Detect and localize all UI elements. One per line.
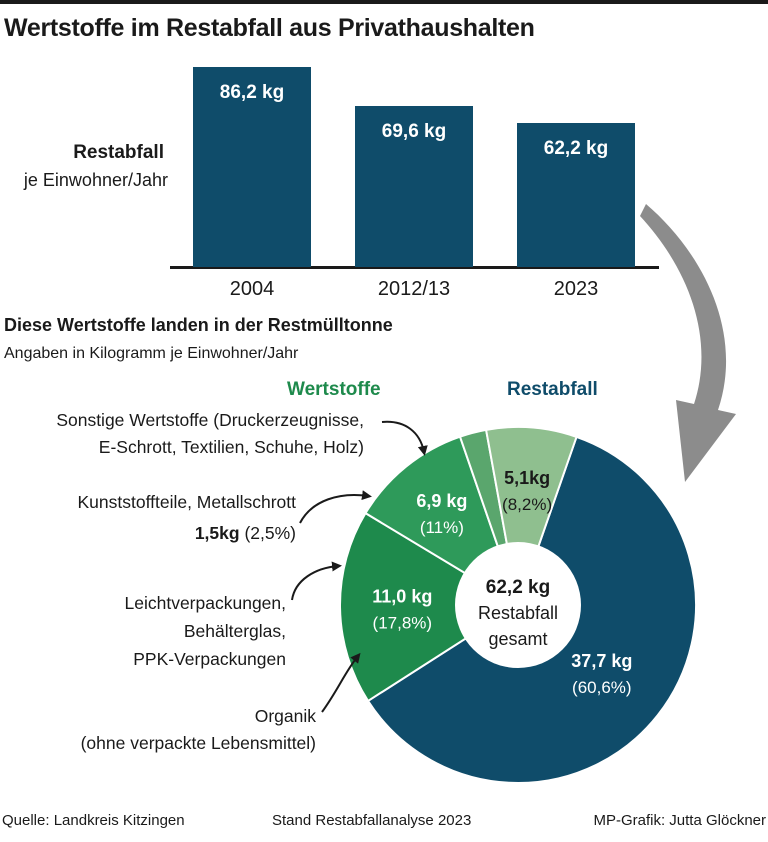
bar-ylabel-bold: Restabfall (73, 142, 164, 163)
pie-percent-label-4: (8,2%) (502, 495, 552, 514)
pie-percent-label-2: (11%) (420, 518, 464, 537)
callout-arrow-leicht (291, 561, 342, 601)
pie-percent-label-1: (17,8%) (373, 614, 433, 633)
footer-source: Quelle: Landkreis Kitzingen (2, 812, 185, 829)
cat-kunst-values: 1,5kg (2,5%) (195, 521, 296, 546)
bar-category-label-1: 2012/13 (377, 278, 451, 300)
big-arrow-icon (640, 204, 736, 482)
pie-value-label-4: 5,1kg (504, 468, 550, 488)
cat-leicht-line3: PPK-Verpackungen (133, 649, 286, 669)
pie-percent-label-0: (60,6%) (572, 678, 632, 697)
cat-organik-line2: (ohne verpackte Lebensmittel) (80, 733, 316, 753)
bar-value-label-0: 86,2 kg (219, 82, 285, 103)
cat-leicht-line1: Leichtverpackungen, (124, 593, 287, 613)
cat-organik-line1: Organik (254, 706, 316, 726)
cat-kunst-line1: Kunststoffteile, Metallschrott (77, 492, 296, 512)
pie-center-value: 62,2 kg (486, 577, 550, 598)
callout-arrow-organik (321, 652, 361, 713)
footer-credit: MP-Grafik: Jutta Glöckner (593, 812, 766, 829)
bar-ylabel: je Einwohner/Jahr (23, 170, 168, 190)
pie-title: Diese Wertstoffe landen in der Restmüllt… (4, 315, 393, 335)
bar-value-label-2: 62,2 kg (543, 138, 609, 159)
cat-sonstige-line2: E-Schrott, Textilien, Schuhe, Holz) (98, 437, 364, 457)
pie-value-label-2: 6,9 kg (416, 491, 467, 511)
cat-kunst-percent: (2,5%) (244, 523, 296, 543)
pie-center-circle (455, 542, 581, 668)
pie-value-label-1: 11,0 kg (372, 587, 432, 607)
pie-center-line1: Restabfall (478, 603, 558, 623)
bar-2 (517, 123, 635, 267)
bar-x-axis (170, 266, 659, 269)
bar-category-label-2: 2023 (553, 278, 599, 300)
top-rule (0, 0, 768, 4)
pie-value-label-0: 37,7 kg (571, 651, 632, 671)
group-label-restabfall: Restabfall (507, 379, 598, 400)
pie-slice-1 (339, 511, 520, 703)
bar-category-label-0: 2004 (229, 278, 275, 300)
pie-center-line2: gesamt (488, 629, 547, 649)
bar-value-label-1: 69,6 kg (381, 121, 447, 142)
footer-stand: Stand Restabfallanalyse 2023 (272, 812, 472, 829)
bar-0 (193, 67, 311, 267)
callout-arrow-sonstige (381, 420, 428, 456)
chart-title: Wertstoffe im Restabfall aus Privathaush… (4, 14, 535, 42)
cat-sonstige-line1: Sonstige Wertstoffe (Druckerzeugnisse, (56, 410, 364, 430)
callout-arrow-kunst (299, 490, 372, 524)
cat-kunst-value: 1,5kg (194, 523, 240, 543)
pie-subtitle: Angaben in Kilogramm je Einwohner/Jahr (4, 345, 299, 362)
cat-leicht-line2: Behälterglas, (183, 621, 286, 641)
group-label-wertstoffe: Wertstoffe (287, 379, 381, 400)
pie-slice-4 (484, 426, 578, 609)
bar-1 (355, 106, 473, 267)
